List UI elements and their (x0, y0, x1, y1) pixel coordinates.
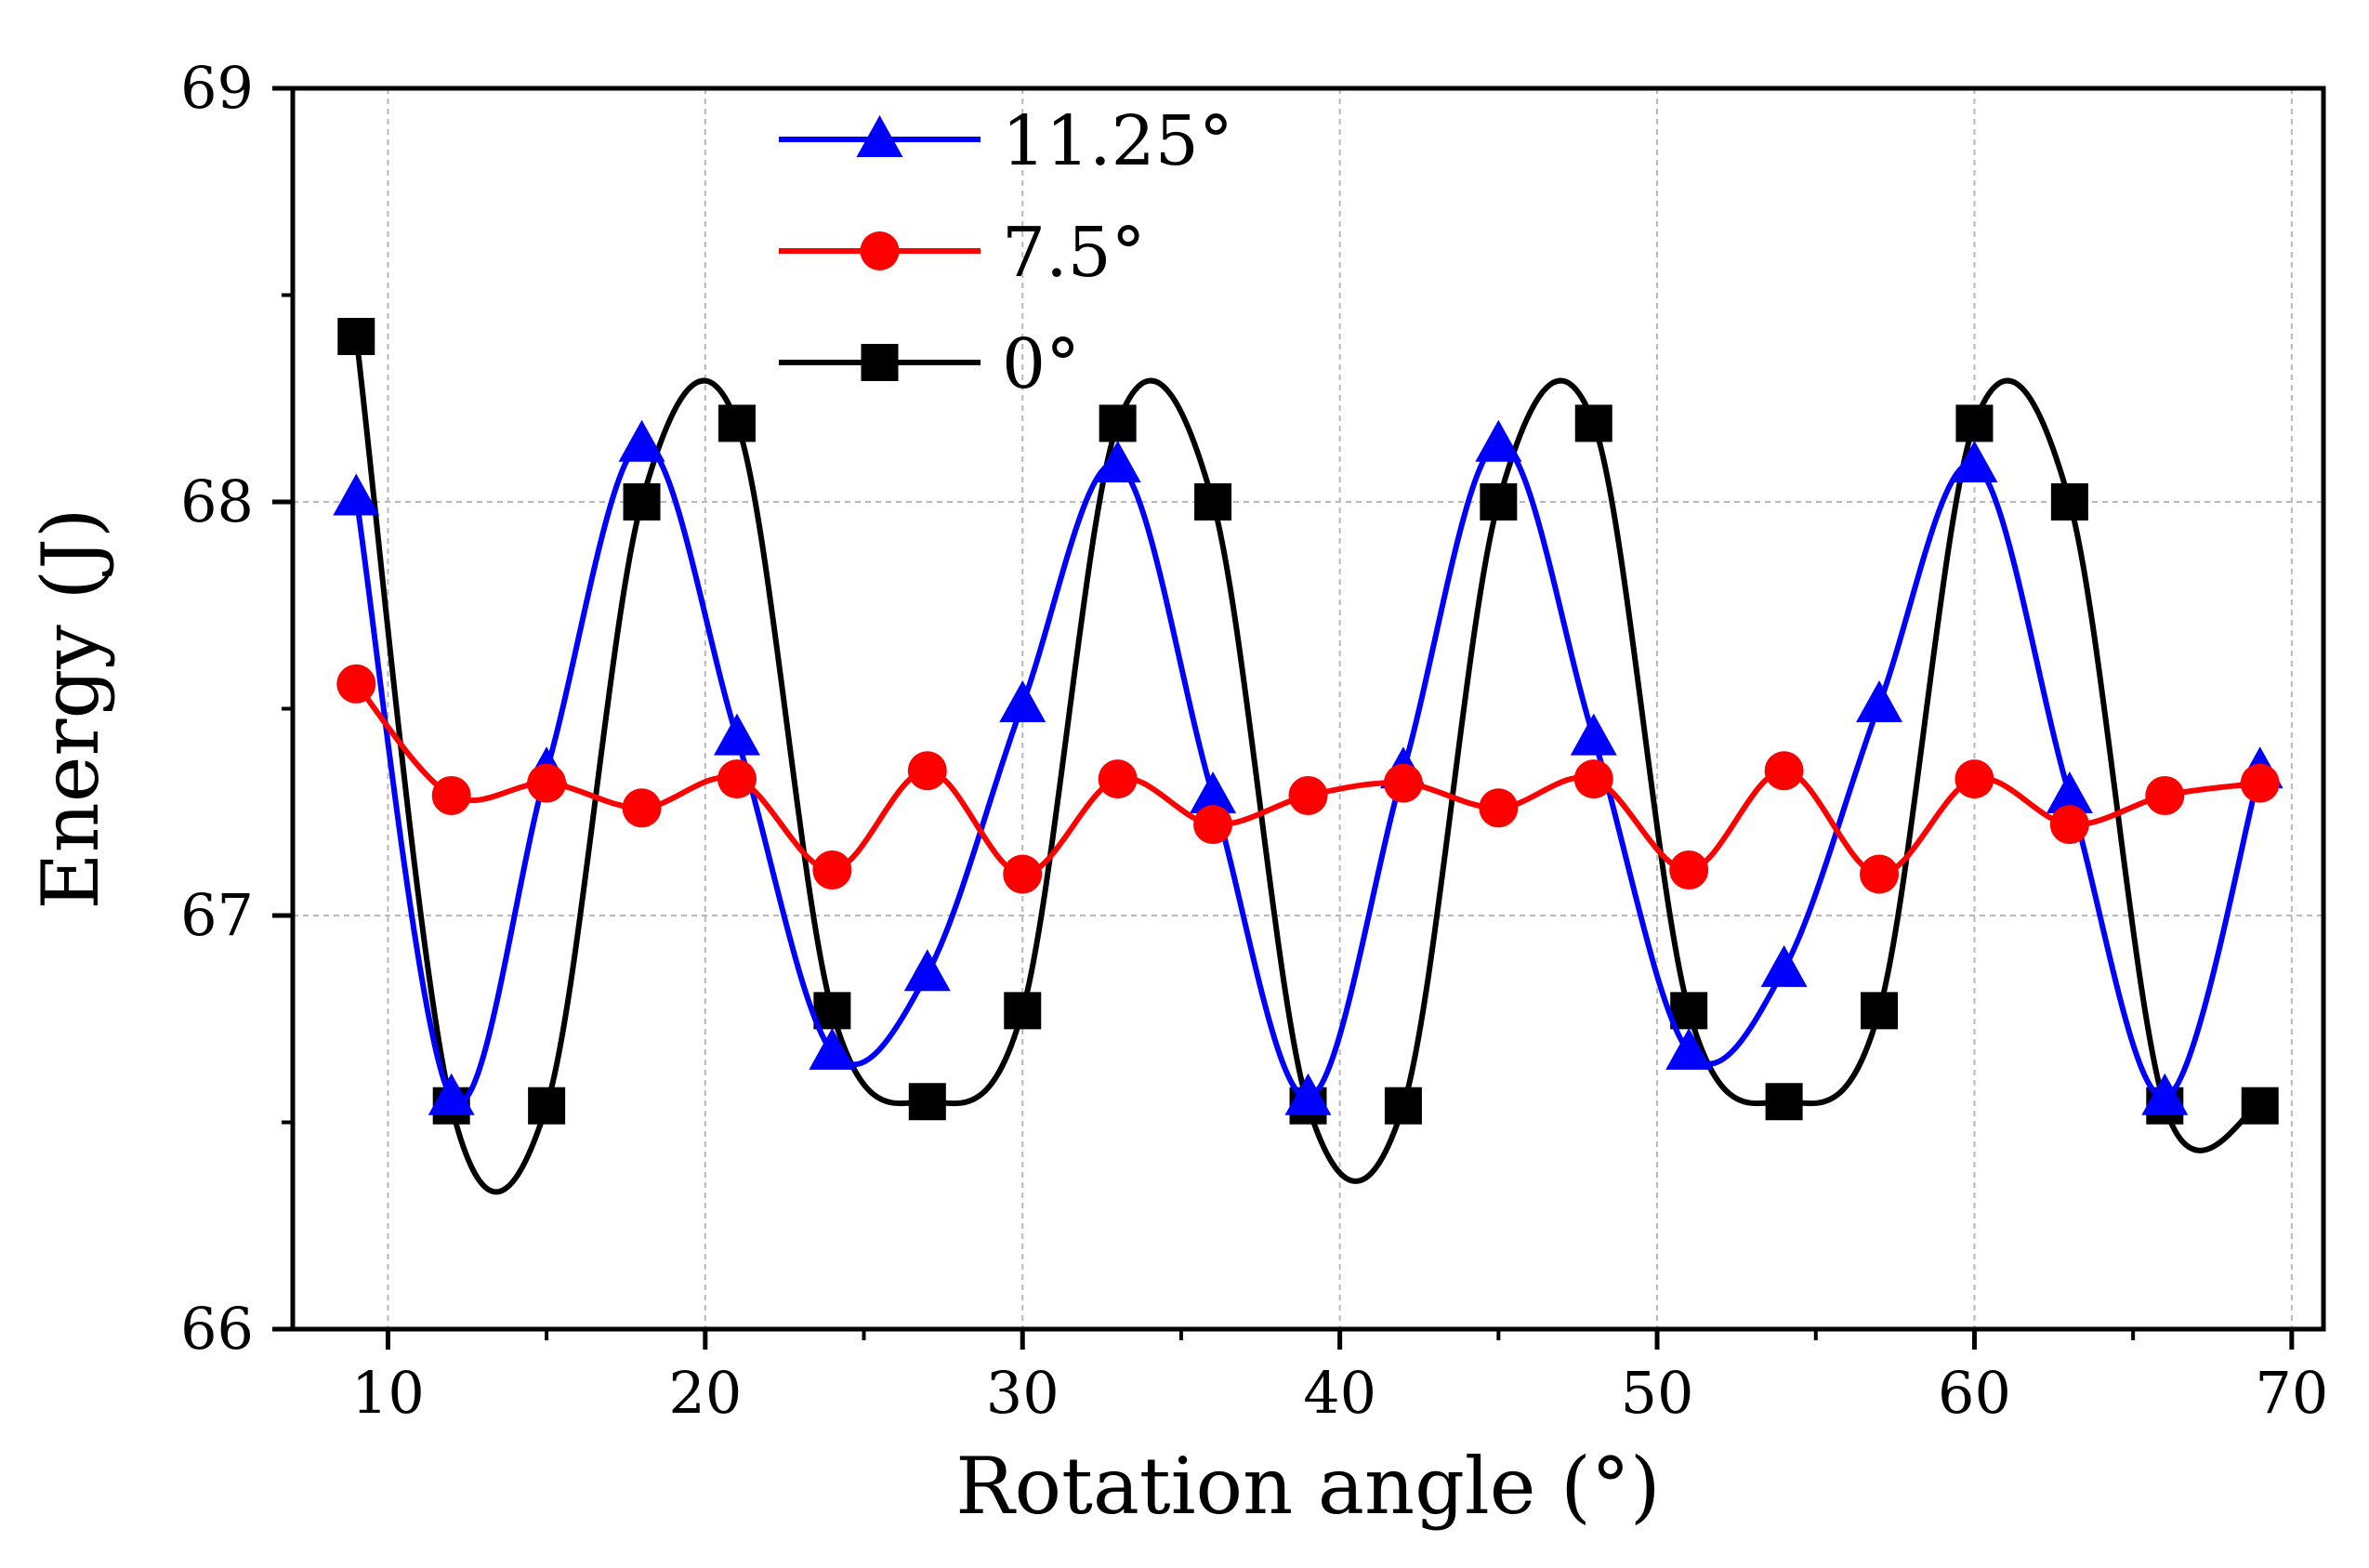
x-axis-title: Rotation angle (°) (955, 1441, 1660, 1532)
data-point (1764, 751, 1804, 791)
legend-item: 7.5° (779, 213, 1146, 293)
data-point (717, 404, 756, 442)
data-point (2049, 805, 2089, 845)
data-point (622, 788, 662, 828)
data-point (2141, 1073, 2189, 1115)
y-axis-title: Energy (J) (25, 507, 116, 909)
y-tick-label: 66 (180, 1295, 254, 1363)
data-point (907, 751, 947, 791)
x-tick-label: 50 (1621, 1359, 1694, 1427)
data-point (2046, 771, 2093, 813)
data-point (1383, 763, 1423, 803)
y-tick-label: 69 (180, 54, 254, 122)
y-tick-label: 68 (180, 468, 254, 535)
data-point (1004, 992, 1042, 1030)
data-point (2240, 763, 2280, 803)
data-point (527, 763, 567, 803)
data-point (336, 664, 376, 704)
legend-label: 11.25° (1002, 101, 1233, 181)
series-circle (336, 664, 2280, 894)
data-point (903, 949, 951, 992)
grid (293, 88, 2323, 1329)
x-tick-label: 60 (1938, 1359, 2011, 1427)
legend: 11.25° 7.5° 0° (779, 101, 1233, 404)
data-point (1480, 483, 1518, 520)
data-point (1861, 992, 1899, 1030)
data-point (1955, 404, 1994, 442)
data-point (1860, 854, 1900, 894)
legend-marker (856, 115, 903, 157)
data-point (1094, 440, 1141, 482)
data-point (1284, 1073, 1332, 1115)
data-point (2050, 483, 2088, 520)
data-point (1193, 805, 1233, 845)
data-point (333, 473, 380, 516)
data-point (1856, 680, 1903, 723)
data-point (618, 419, 665, 462)
data-point (1573, 759, 1613, 799)
data-point (1670, 992, 1708, 1030)
data-point (1954, 759, 1994, 799)
data-point (1099, 404, 1137, 442)
data-point (1384, 1087, 1422, 1125)
series-line (353, 336, 2261, 1195)
data-point (813, 992, 851, 1030)
data-point (1003, 854, 1043, 894)
data-point (337, 318, 375, 355)
series-layer (333, 318, 2283, 1195)
legend-item: 11.25° (779, 101, 1233, 181)
x-tick-label: 40 (1303, 1359, 1376, 1427)
x-tick-label: 20 (668, 1359, 742, 1427)
series-triangle (333, 419, 2283, 1115)
data-point (1574, 404, 1612, 442)
data-point (623, 483, 661, 520)
data-point (713, 713, 760, 756)
ticks: 10 20 30 40 50 60 70 66 67 68 69 (180, 54, 2328, 1427)
data-point (1760, 944, 1808, 987)
data-point (528, 1087, 566, 1125)
legend-item: 0° (779, 324, 1080, 404)
data-point (1190, 771, 1237, 813)
data-point (1475, 419, 1522, 462)
plot-frame (290, 86, 2326, 1332)
legend-label: 0° (1002, 324, 1080, 404)
data-point (431, 775, 471, 815)
data-point (1479, 788, 1519, 828)
y-tick-label: 67 (180, 881, 254, 949)
legend-marker (861, 344, 899, 381)
data-point (1665, 1027, 1713, 1070)
data-point (1669, 850, 1709, 890)
x-tick-label: 30 (986, 1359, 1059, 1427)
data-point (2145, 775, 2185, 815)
data-point (1288, 775, 1328, 815)
data-point (809, 1027, 856, 1070)
data-point (908, 1083, 946, 1121)
data-point (1951, 440, 1998, 482)
data-point (1098, 759, 1138, 799)
data-point (2241, 1087, 2279, 1125)
legend-marker (860, 231, 900, 270)
x-tick-label: 70 (2255, 1359, 2328, 1427)
legend-label: 7.5° (1002, 213, 1146, 293)
data-point (717, 759, 757, 799)
data-point (428, 1073, 475, 1115)
x-tick-label: 10 (351, 1359, 425, 1427)
data-point (999, 680, 1046, 723)
data-point (1765, 1083, 1803, 1121)
data-point (812, 850, 852, 890)
data-point (1194, 483, 1232, 520)
data-point (1570, 713, 1617, 756)
